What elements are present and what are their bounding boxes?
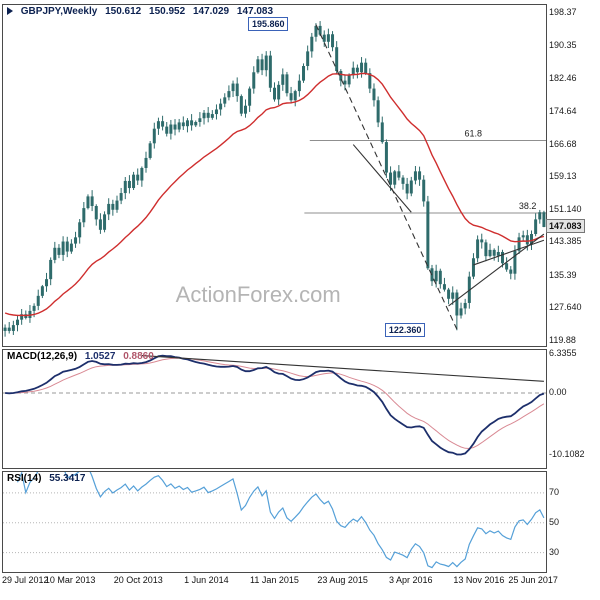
chart-legend: GBPJPY,Weekly 150.612 150.952 147.029 14… bbox=[7, 6, 278, 17]
time-axis-label: 25 Jun 2017 bbox=[508, 575, 558, 585]
price-axis-label: 182.46 bbox=[549, 73, 577, 84]
macd-line bbox=[5, 354, 545, 456]
solid-trendline bbox=[473, 239, 545, 266]
macd-label: MACD(12,26,9) bbox=[7, 351, 78, 362]
macd-panel: MACD(12,26,9) 1.0527 0.8860 bbox=[2, 349, 547, 469]
price-axis-label: 127.640 bbox=[549, 302, 582, 313]
ohlc-low: 147.029 bbox=[192, 6, 230, 17]
price-axis-label: 166.68 bbox=[549, 139, 577, 150]
fib-label-61.8: 61.8 bbox=[465, 128, 483, 138]
rsi-plot bbox=[3, 472, 546, 569]
time-axis-label: 23 Aug 2015 bbox=[317, 575, 368, 585]
time-axis-label: 20 Oct 2013 bbox=[113, 575, 163, 585]
candle-series bbox=[3, 21, 546, 337]
symbol-marker-icon bbox=[7, 7, 13, 16]
price-axis-label: 159.13 bbox=[549, 170, 577, 181]
rsi-axis-label: 30 bbox=[549, 546, 560, 557]
price-tag-high: 195.860 bbox=[247, 17, 289, 32]
price-axis-label: 174.64 bbox=[549, 105, 577, 116]
ohlc-open: 150.612 bbox=[105, 6, 142, 17]
watermark: ActionForex.com bbox=[175, 281, 341, 307]
rsi-legend: RSI(14) 55.3417 bbox=[7, 473, 90, 484]
time-axis-label: 11 Jan 2015 bbox=[250, 575, 299, 585]
macd-trendline bbox=[141, 354, 544, 382]
rsi-axis-label: 70 bbox=[549, 486, 560, 497]
macd-axis-label: 6.3355 bbox=[549, 348, 577, 359]
price-axis-label: 198.37 bbox=[549, 6, 577, 17]
price-axis-label: 119.88 bbox=[549, 334, 576, 345]
price-panel: GBPJPY,Weekly 150.612 150.952 147.029 14… bbox=[2, 4, 547, 347]
time-axis-label: 1 Jun 2014 bbox=[184, 575, 229, 585]
rsi-axis-label: 50 bbox=[549, 516, 560, 527]
solid-trendline bbox=[352, 144, 412, 213]
fib-label-38.2: 38.2 bbox=[519, 201, 537, 211]
rsi-line bbox=[16, 472, 545, 569]
time-axis: 29 Jul 2012 10 Mar 2013 20 Oct 2013 1 Jun 2… bbox=[2, 575, 558, 589]
price-tag-low: 122.360 bbox=[384, 323, 426, 338]
moving-average-line bbox=[4, 72, 545, 317]
macd-legend: MACD(12,26,9) 1.0527 0.8860 bbox=[7, 351, 159, 362]
rsi-value: 55.3417 bbox=[49, 473, 86, 484]
rsi-label: RSI(14) bbox=[7, 473, 42, 484]
price-axis-label: 143.385 bbox=[549, 236, 582, 247]
price-plot: 61.8 38.2 bbox=[3, 21, 546, 337]
dashed-trendline bbox=[315, 24, 458, 330]
price-axis-label: 190.35 bbox=[549, 40, 577, 51]
macd-axis-label: 0.00 bbox=[549, 387, 567, 398]
ohlc-close: 147.083 bbox=[236, 6, 274, 17]
macd-axis-label: -10.1082 bbox=[549, 449, 585, 460]
current-price-badge: 147.083 bbox=[546, 218, 585, 233]
rsi-panel: RSI(14) 55.3417 bbox=[2, 471, 547, 573]
macd-plot bbox=[3, 354, 546, 456]
time-axis-label: 3 Apr 2016 bbox=[388, 575, 433, 585]
time-axis-label: 29 Jul 2012 bbox=[2, 575, 49, 585]
macd-main-value: 1.0527 bbox=[84, 351, 116, 362]
price-axis-label: 135.39 bbox=[549, 269, 577, 280]
time-axis-label: 10 Mar 2013 bbox=[44, 575, 96, 585]
macd-signal-line bbox=[5, 357, 545, 450]
price-axis-label: 151.140 bbox=[549, 204, 582, 215]
ohlc-high: 150.952 bbox=[149, 6, 186, 17]
macd-signal-value: 0.8860 bbox=[123, 351, 154, 362]
time-axis-label: 13 Nov 2016 bbox=[453, 575, 505, 585]
symbol-label: GBPJPY,Weekly bbox=[20, 6, 98, 17]
